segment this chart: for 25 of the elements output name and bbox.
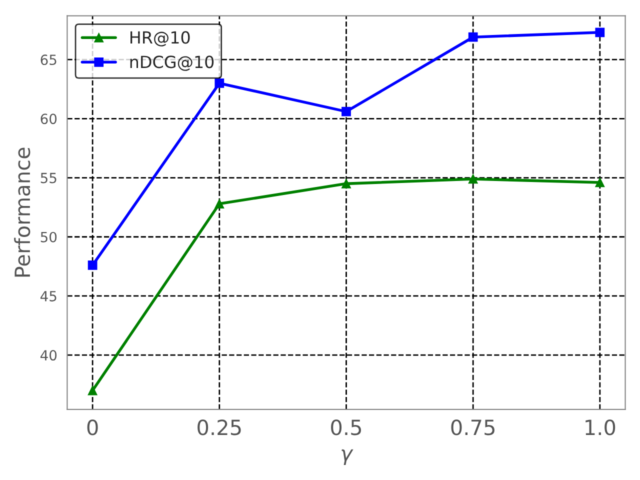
y-tick-label: 40 (40, 350, 57, 361)
legend-label: HR@10 (130, 31, 190, 46)
point (468, 32, 478, 42)
x-tick-label: 0.75 (451, 420, 494, 436)
y-axis-title: Performance (14, 148, 30, 277)
point (342, 178, 351, 188)
y-tick-label: 45 (40, 291, 56, 302)
point (468, 174, 478, 184)
y-tick-label: 55 (40, 172, 56, 184)
point (214, 78, 224, 88)
point (214, 199, 224, 208)
point (595, 178, 605, 188)
y-tick-label: 65 (40, 54, 56, 66)
point (88, 260, 98, 270)
legend-label: nDCG@10 (130, 56, 214, 71)
x-tick-label: 1.0 (586, 420, 616, 436)
point (595, 28, 605, 38)
point (88, 386, 98, 396)
x-tick-label: 0 (87, 420, 98, 436)
x-tick-label: 0.5 (331, 420, 361, 436)
y-tick-label: 60 (40, 114, 57, 124)
y-tick-label: 50 (40, 232, 57, 242)
point (342, 106, 351, 116)
x-tick-label: 0.25 (198, 420, 241, 436)
x-axis-title: γ (342, 449, 354, 466)
